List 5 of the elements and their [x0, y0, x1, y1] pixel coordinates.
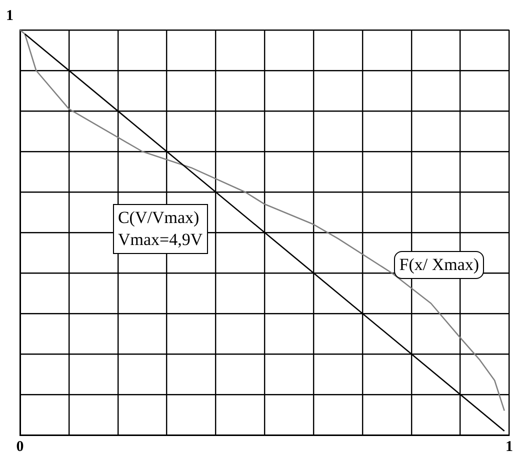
annotation: 1: [6, 8, 14, 24]
x-tick-label: 0: [16, 438, 24, 455]
series-label: F(x/ Xmax): [399, 254, 480, 276]
annotation: Vmax=4,9V: [118, 229, 203, 252]
series-label: C(V/Vmax): [118, 207, 200, 230]
